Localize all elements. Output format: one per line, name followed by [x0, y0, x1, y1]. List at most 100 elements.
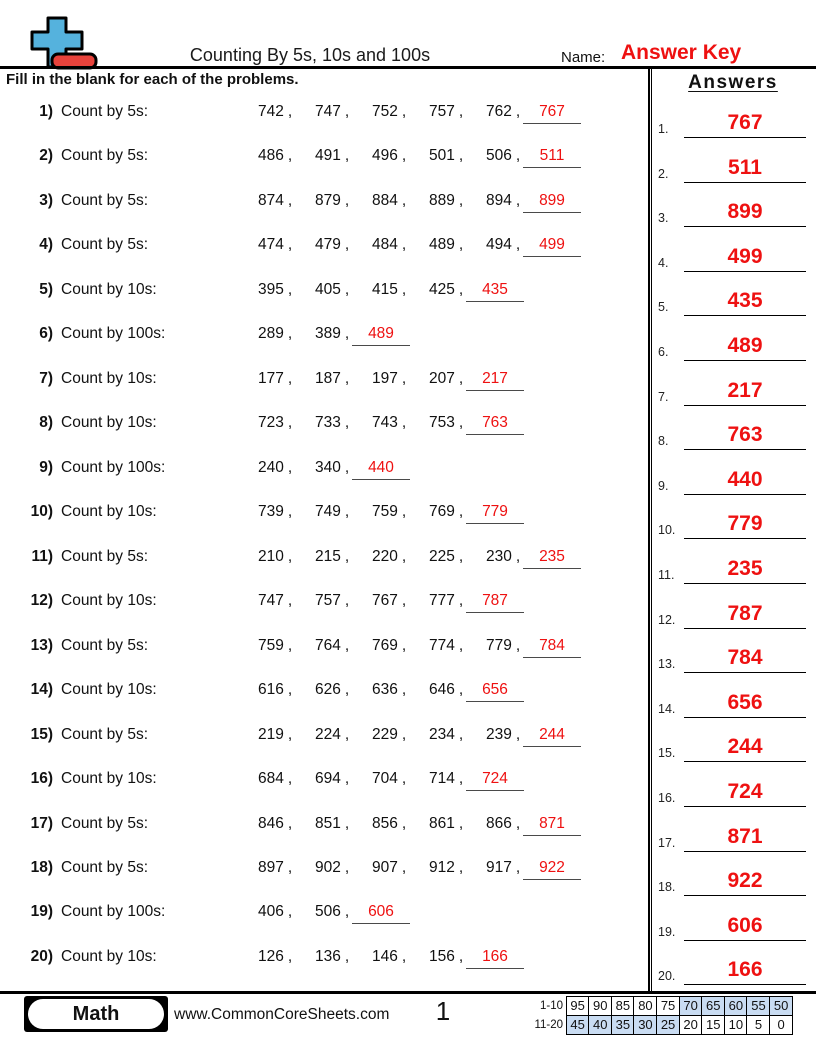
answer-row: 2. 511 — [656, 151, 812, 183]
sequence-number: 733, — [315, 414, 350, 432]
answer-value: 724 — [727, 780, 763, 803]
problem-row: 18) Count by 5s: 897, 902, 907, 912, 917, 922 — [0, 858, 648, 880]
answer-row: 1. 767 — [656, 106, 812, 138]
sequence-number: 506, — [486, 147, 521, 165]
sequence-number: 491, — [315, 147, 350, 165]
answer-line — [684, 538, 806, 540]
answer-line — [684, 583, 806, 584]
answer-row: 5. 435 — [656, 284, 812, 317]
comma: , — [287, 947, 293, 965]
grade-cell: 0 — [769, 1014, 794, 1035]
problem-instruction: Count by 5s: — [61, 814, 149, 832]
comma: , — [401, 503, 407, 521]
comma: , — [344, 547, 350, 565]
answer-value: 779 — [727, 512, 763, 536]
problem-instruction: Count by 5s: — [61, 636, 149, 654]
grade-cell: 15 — [701, 1014, 726, 1035]
problem-row: 7) Count by 10s: 177, 187, 197, 207, 217 — [0, 369, 648, 391]
problem-number: 12) — [30, 592, 53, 610]
sequence-number: 769, — [429, 503, 464, 521]
problem-instruction: Count by 5s: — [61, 103, 149, 120]
comma: , — [515, 858, 521, 876]
sequence-number: 879, — [315, 191, 350, 209]
sequence-number: 489, — [429, 236, 464, 254]
sequence-number: 224, — [315, 725, 350, 743]
problem-number: 7) — [39, 369, 53, 387]
answer-line — [684, 449, 806, 451]
grade-cell: 30 — [633, 1014, 658, 1035]
number-sequence: 897, 902, 907, 912, 917, 922 — [258, 858, 581, 880]
grade-cell: 60 — [723, 996, 748, 1016]
number-sequence: 684, 694, 704, 714, 724 — [258, 769, 524, 792]
grade-cell: 80 — [633, 996, 658, 1016]
answer-line — [684, 226, 806, 228]
comma: , — [344, 103, 350, 120]
comma: , — [344, 236, 350, 254]
number-sequence: 210, 215, 220, 225, 230, 235 — [258, 547, 581, 569]
answer-blank: 511 — [523, 146, 581, 169]
answer-line — [684, 270, 806, 272]
sequence-number: 912, — [429, 858, 464, 876]
problem-instruction: Count by 10s: — [61, 681, 157, 699]
sequence-number: 861, — [429, 814, 464, 832]
answer-blank: 899 — [523, 191, 581, 213]
comma: , — [458, 681, 464, 699]
comma: , — [458, 592, 464, 610]
answer-value: 440 — [727, 467, 763, 491]
sequence-number: 395, — [258, 280, 293, 298]
sequence-number: 415, — [372, 280, 407, 298]
answer-row: 16. 724 — [656, 775, 812, 807]
answer-number-label: 16. — [658, 791, 676, 805]
grade-cell: 95 — [565, 996, 590, 1016]
sequence-number: 177, — [258, 369, 293, 387]
answer-number-label: 10. — [658, 523, 676, 538]
comma: , — [458, 191, 464, 209]
comma: , — [287, 325, 293, 343]
number-sequence: 723, 733, 743, 753, 763 — [258, 413, 524, 436]
comma: , — [287, 103, 293, 120]
answer-row: 10. 779 — [656, 507, 812, 540]
sequence-number: 289, — [258, 325, 293, 343]
answer-value: 489 — [727, 334, 763, 357]
grade-cell: 35 — [610, 1014, 635, 1035]
answer-line — [684, 137, 806, 138]
problem-instruction: Count by 5s: — [61, 236, 149, 254]
sequence-number: 747, — [258, 592, 293, 610]
comma: , — [401, 814, 407, 832]
comma: , — [287, 681, 293, 699]
answer-value: 922 — [727, 869, 763, 893]
problem-row: 12) Count by 10s: 747, 757, 767, 777, 787 — [0, 591, 648, 614]
comma: , — [344, 280, 350, 298]
comma: , — [287, 592, 293, 610]
problem-number: 19) — [30, 903, 53, 921]
grade-row: 1-10 95 90 85 80 75 70 65 60 55 50 — [531, 996, 794, 1016]
sequence-number: 646, — [429, 681, 464, 699]
sequence-number: 494, — [486, 236, 521, 254]
problem-number: 13) — [30, 636, 53, 654]
answer-value: 166 — [727, 958, 763, 982]
problem-row: 11) Count by 5s: 210, 215, 220, 225, 230, 235 — [0, 547, 648, 569]
answer-blank: 166 — [466, 947, 524, 969]
comma: , — [458, 414, 464, 432]
number-sequence: 406, 506, 606 — [258, 902, 410, 925]
comma: , — [458, 503, 464, 521]
answer-number-label: 14. — [658, 701, 676, 716]
answer-blank: 779 — [466, 502, 524, 525]
sequence-number: 757, — [429, 103, 464, 120]
problem-instruction: Count by 100s: — [61, 458, 166, 476]
comma: , — [344, 592, 350, 610]
answer-number-label: 19. — [658, 924, 676, 939]
sequence-number: 889, — [429, 191, 464, 209]
comma: , — [344, 725, 350, 743]
problem-row: 1) Count by 5s: 742, 747, 752, 757, 762, 767 — [0, 102, 648, 124]
sequence-number: 753, — [429, 414, 464, 432]
number-sequence: 289, 389, 489 — [258, 324, 410, 347]
instruction-text: Fill in the blank for each of the proble… — [6, 71, 299, 88]
sequence-number: 759, — [372, 503, 407, 521]
number-sequence: 747, 757, 767, 777, 787 — [258, 591, 524, 614]
problem-row: 4) Count by 5s: 474, 479, 484, 489, 494, 499 — [0, 235, 648, 258]
answer-line — [684, 404, 806, 406]
sequence-number: 694, — [315, 770, 350, 788]
problem-row: 6) Count by 100s: 289, 389, 489 — [0, 324, 648, 347]
comma: , — [344, 147, 350, 165]
